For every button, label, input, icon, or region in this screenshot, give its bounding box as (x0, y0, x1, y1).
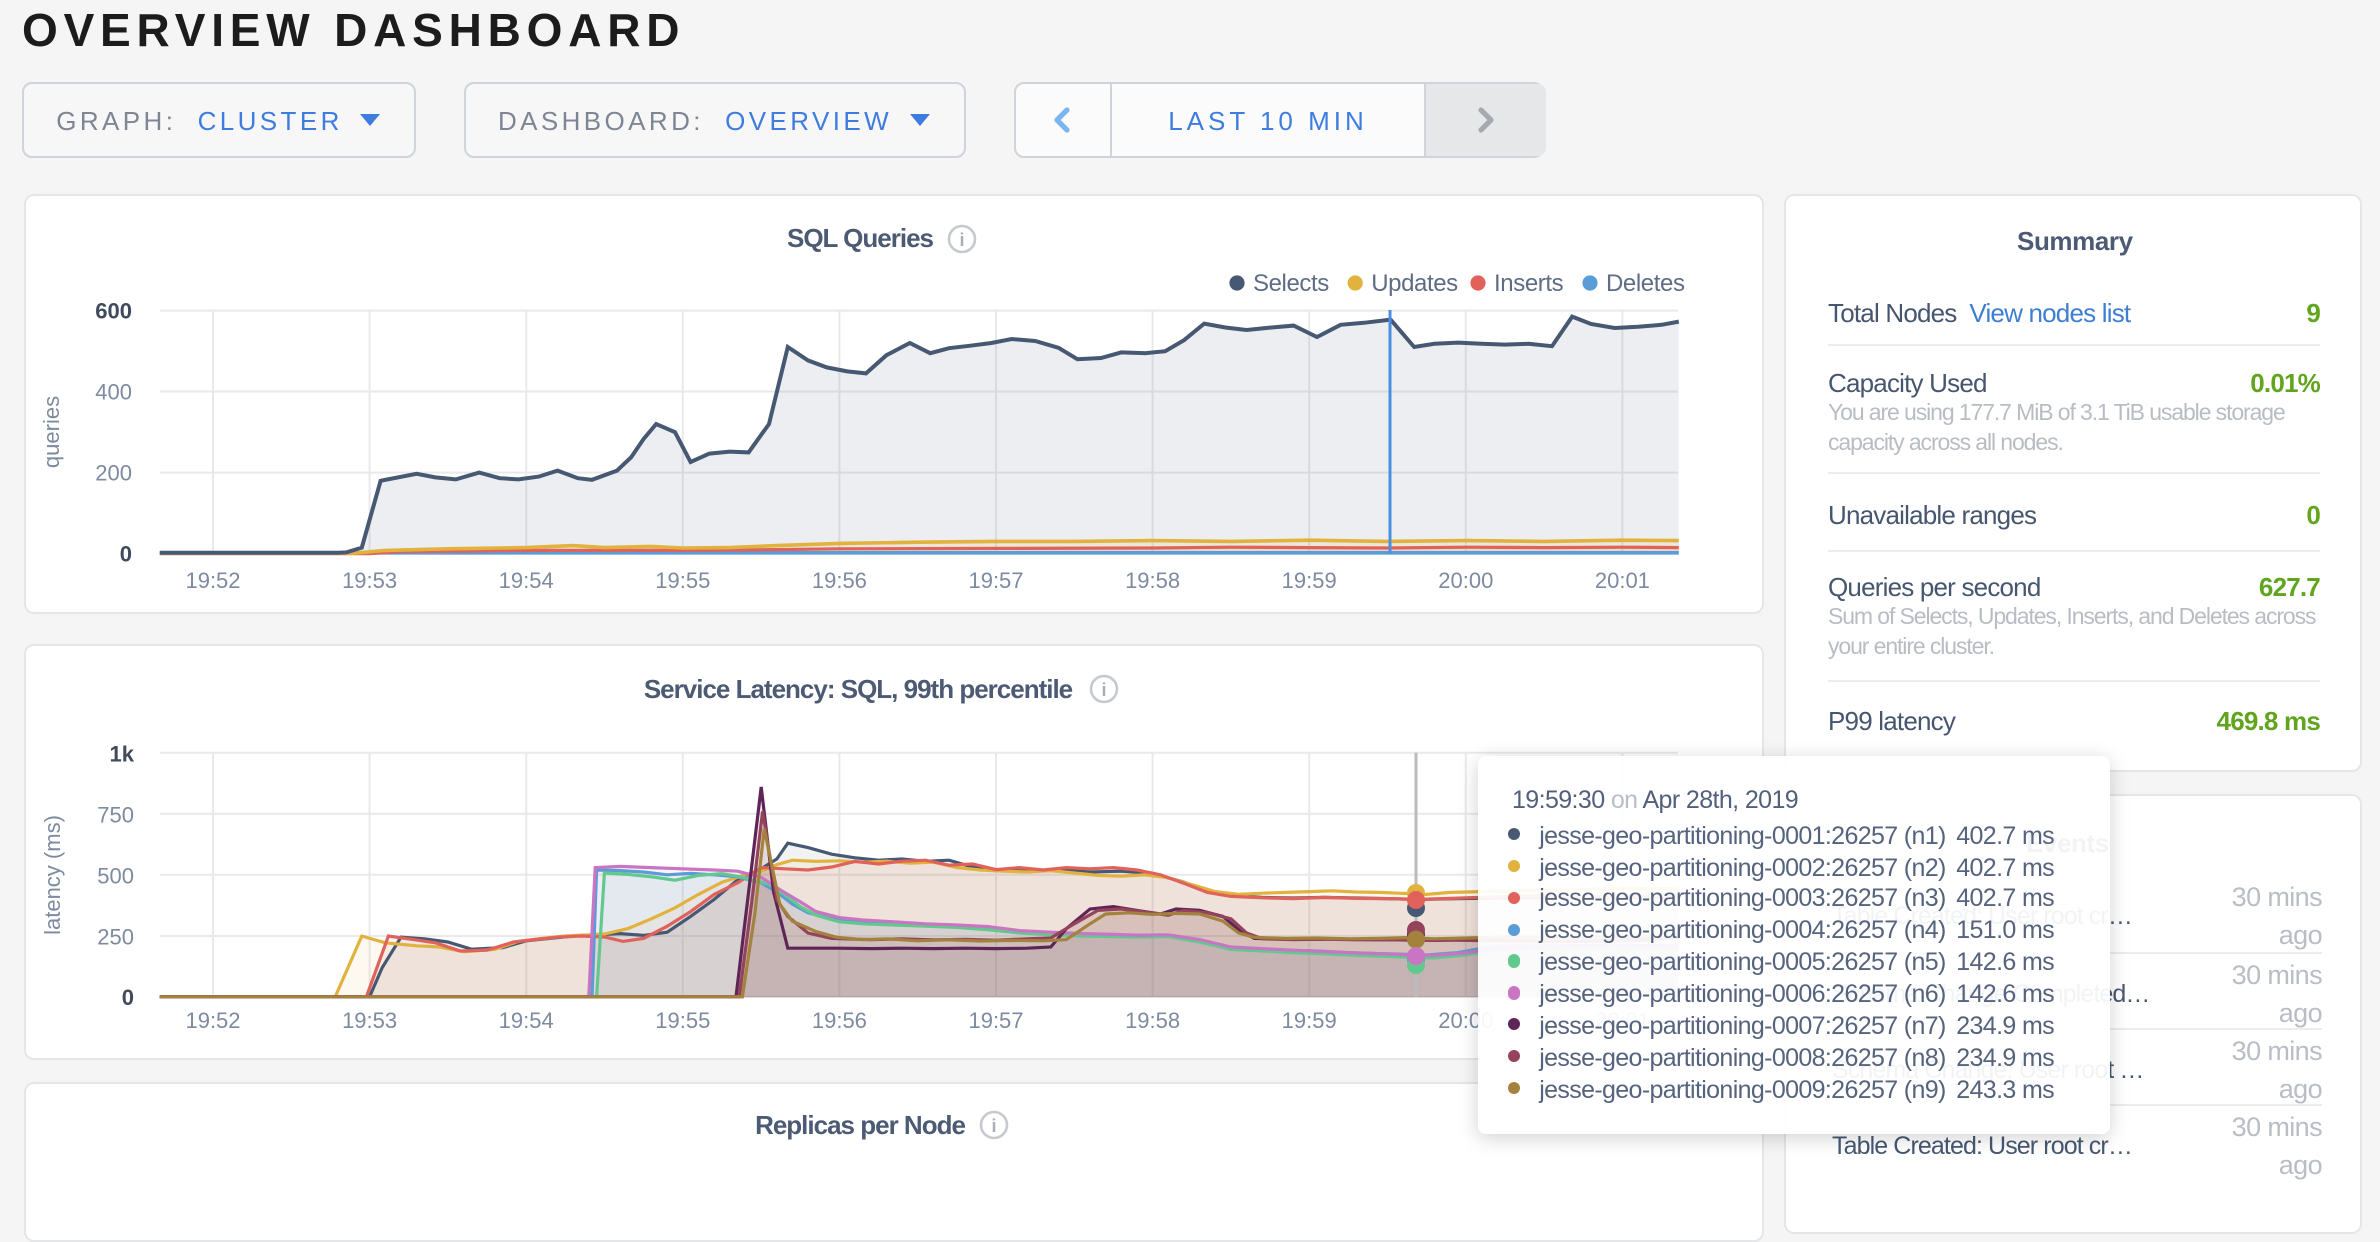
svg-text:Updates: Updates (1371, 270, 1458, 297)
svg-text:19:53: 19:53 (342, 1008, 397, 1033)
svg-text:i: i (991, 1116, 996, 1136)
svg-text:600: 600 (95, 299, 132, 324)
svg-text:1k: 1k (110, 741, 135, 766)
svg-text:19:54: 19:54 (499, 1008, 554, 1033)
svg-text:SQL Queries: SQL Queries (787, 223, 934, 253)
svg-text:19:52: 19:52 (185, 568, 240, 593)
svg-text:400: 400 (95, 380, 132, 405)
svg-text:19:57: 19:57 (968, 568, 1023, 593)
svg-text:750: 750 (97, 802, 134, 827)
svg-text:Service Latency: SQL, 99th per: Service Latency: SQL, 99th percentile (644, 674, 1073, 704)
svg-text:0: 0 (120, 542, 132, 567)
svg-text:i: i (959, 230, 964, 250)
svg-text:19:56: 19:56 (812, 1008, 867, 1033)
svg-text:19:58: 19:58 (1125, 568, 1180, 593)
svg-text:19:59: 19:59 (1282, 568, 1337, 593)
svg-text:250: 250 (97, 924, 134, 949)
svg-text:Inserts: Inserts (1494, 270, 1564, 297)
svg-text:latency (ms): latency (ms) (40, 815, 65, 935)
svg-text:19:57: 19:57 (968, 1008, 1023, 1033)
svg-text:Replicas per Node: Replicas per Node (755, 1110, 965, 1140)
svg-text:Selects: Selects (1253, 270, 1329, 297)
svg-text:19:55: 19:55 (655, 1008, 710, 1033)
svg-text:queries: queries (39, 396, 64, 468)
svg-text:19:52: 19:52 (185, 1008, 240, 1033)
svg-text:20:00: 20:00 (1438, 568, 1493, 593)
svg-text:19:59: 19:59 (1282, 1008, 1337, 1033)
svg-text:200: 200 (95, 461, 132, 486)
svg-text:i: i (1101, 680, 1106, 700)
svg-text:500: 500 (97, 863, 134, 888)
svg-text:19:54: 19:54 (499, 568, 554, 593)
svg-text:20:01: 20:01 (1595, 568, 1650, 593)
svg-text:19:56: 19:56 (812, 568, 867, 593)
svg-text:19:53: 19:53 (342, 568, 397, 593)
svg-text:0: 0 (122, 985, 134, 1010)
svg-text:Deletes: Deletes (1606, 270, 1685, 297)
svg-text:19:58: 19:58 (1125, 1008, 1180, 1033)
svg-text:19:55: 19:55 (655, 568, 710, 593)
